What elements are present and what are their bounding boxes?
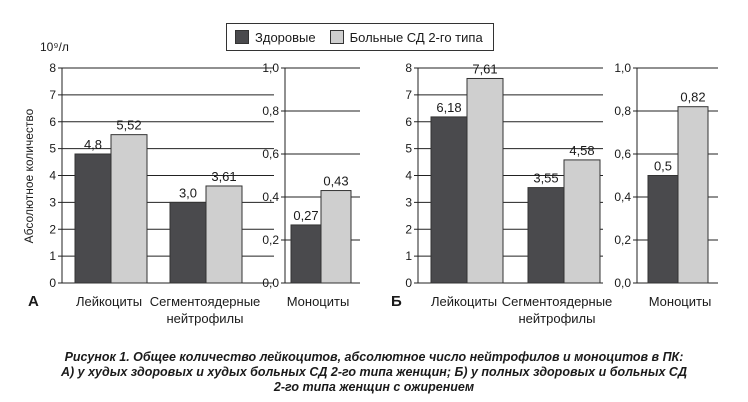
chart-legend: Здоровые Больные СД 2-го типа bbox=[226, 23, 494, 51]
y-tick-label: 8 bbox=[405, 61, 412, 75]
y-tick-label: 1 bbox=[49, 249, 56, 263]
bar-healthy bbox=[290, 224, 322, 284]
y-tick-label: 4 bbox=[49, 169, 56, 183]
x-category-label: нейтрофилы bbox=[519, 311, 596, 326]
y-tick-label: 0,4 bbox=[262, 190, 279, 204]
bar-diabetes bbox=[205, 185, 243, 284]
bar-diabetes bbox=[110, 134, 148, 284]
y-unit-label: 10⁹/л bbox=[40, 40, 69, 54]
data-label: 0,5 bbox=[654, 159, 672, 174]
legend-label-healthy: Здоровые bbox=[255, 29, 316, 45]
bar-healthy bbox=[430, 116, 468, 284]
caption-line-2: А) у худых здоровых и худых больных СД 2… bbox=[60, 365, 687, 379]
x-category-label: Моноциты bbox=[649, 294, 712, 309]
panel-label: Б bbox=[391, 293, 402, 310]
y-tick-label: 2 bbox=[405, 222, 412, 236]
y-tick-label: 0,8 bbox=[262, 104, 279, 118]
caption-line-1: Рисунок 1. Общее количество лейкоцитов, … bbox=[64, 350, 684, 364]
x-category-label: Сегментоядерные bbox=[502, 294, 613, 309]
y-tick-label: 3 bbox=[49, 195, 56, 209]
data-label: 4,58 bbox=[569, 143, 594, 158]
x-category-label: нейтрофилы bbox=[167, 311, 244, 326]
y-tick-label: 5 bbox=[49, 142, 56, 156]
x-category-label: Лейкоциты bbox=[76, 294, 142, 309]
bar-healthy bbox=[527, 187, 565, 284]
bar-healthy bbox=[169, 201, 207, 284]
y-tick-label: 0,6 bbox=[262, 147, 279, 161]
legend-item-diabetes: Больные СД 2-го типа bbox=[329, 29, 483, 45]
y-tick-label: 4 bbox=[405, 169, 412, 183]
y-tick-label: 5 bbox=[405, 142, 412, 156]
bar-diabetes bbox=[677, 106, 709, 284]
data-label: 3,0 bbox=[179, 185, 197, 200]
x-category-label: Моноциты bbox=[287, 294, 350, 309]
figure-chart-area: 0 1 2 3 4 5 6 7 8 4,8 5,52 Лейкоциты 3,0 3,61 Сегменто… bbox=[22, 40, 718, 326]
y-tick-label: 1 bbox=[405, 249, 412, 263]
data-label: 3,55 bbox=[533, 171, 558, 186]
y-tick-label: 3 bbox=[405, 195, 412, 209]
y-tick-label: 6 bbox=[49, 115, 56, 129]
bar-healthy bbox=[647, 175, 679, 284]
data-label: 0,43 bbox=[323, 174, 348, 189]
y-tick-label: 0,0 bbox=[262, 276, 279, 290]
x-category-label: Сегментоядерные bbox=[150, 294, 261, 309]
legend-item-healthy: Здоровые bbox=[235, 30, 316, 45]
data-label: 0,27 bbox=[293, 208, 318, 223]
y-tick-label: 7 bbox=[405, 88, 412, 102]
legend-swatch-diabetes bbox=[329, 30, 344, 44]
y-tick-label: 0,0 bbox=[614, 276, 631, 290]
bar-diabetes bbox=[466, 77, 504, 284]
bar-diabetes bbox=[563, 159, 601, 284]
y-tick-label: 2 bbox=[49, 222, 56, 236]
y-tick-label: 0,2 bbox=[614, 233, 631, 247]
y-tick-label: 0,2 bbox=[262, 233, 279, 247]
y-axis-title: Абсолютное количество bbox=[22, 108, 36, 243]
data-label: 0,82 bbox=[680, 90, 705, 105]
bar-diabetes bbox=[320, 190, 352, 284]
bar-healthy bbox=[74, 153, 112, 284]
data-label: 3,61 bbox=[211, 169, 236, 184]
y-tick-label: 0 bbox=[405, 276, 412, 290]
legend-label-diabetes: Больные СД 2-го типа bbox=[349, 29, 483, 45]
y-tick-label: 0,6 bbox=[614, 147, 631, 161]
data-label: 4,8 bbox=[84, 137, 102, 152]
y-tick-label: 1,0 bbox=[262, 61, 279, 75]
data-label: 5,52 bbox=[116, 118, 141, 133]
y-tick-label: 7 bbox=[49, 88, 56, 102]
y-tick-label: 0,4 bbox=[614, 190, 631, 204]
figure-caption: Рисунок 1. Общее количество лейкоцитов, … bbox=[0, 350, 748, 395]
caption-line-3: 2-го типа женщин с ожирением bbox=[273, 380, 475, 394]
panel-label: А bbox=[28, 293, 39, 310]
y-tick-label: 6 bbox=[405, 115, 412, 129]
y-tick-label: 0 bbox=[49, 276, 56, 290]
data-label: 6,18 bbox=[436, 100, 461, 115]
y-tick-label: 1,0 bbox=[614, 61, 631, 75]
x-category-label: Лейкоциты bbox=[431, 294, 497, 309]
data-label: 7,61 bbox=[472, 61, 497, 76]
y-tick-label: 0,8 bbox=[614, 104, 631, 118]
legend-swatch-healthy bbox=[235, 30, 249, 44]
y-tick-label: 8 bbox=[49, 61, 56, 75]
